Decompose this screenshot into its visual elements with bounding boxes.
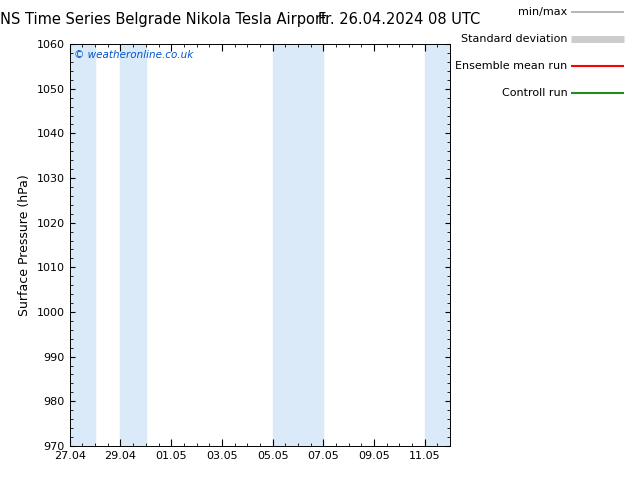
Text: © weatheronline.co.uk: © weatheronline.co.uk <box>74 50 193 60</box>
Text: Ensemble mean run: Ensemble mean run <box>455 61 567 71</box>
Text: Fr. 26.04.2024 08 UTC: Fr. 26.04.2024 08 UTC <box>318 12 481 27</box>
Bar <box>120 44 146 446</box>
Text: Standard deviation: Standard deviation <box>461 34 567 44</box>
Text: ENS Time Series Belgrade Nikola Tesla Airport: ENS Time Series Belgrade Nikola Tesla Ai… <box>0 12 327 27</box>
Bar <box>70 44 95 446</box>
Y-axis label: Surface Pressure (hPa): Surface Pressure (hPa) <box>18 174 31 316</box>
Bar <box>273 44 323 446</box>
Bar <box>425 44 450 446</box>
Text: min/max: min/max <box>518 7 567 17</box>
Text: Controll run: Controll run <box>501 88 567 98</box>
